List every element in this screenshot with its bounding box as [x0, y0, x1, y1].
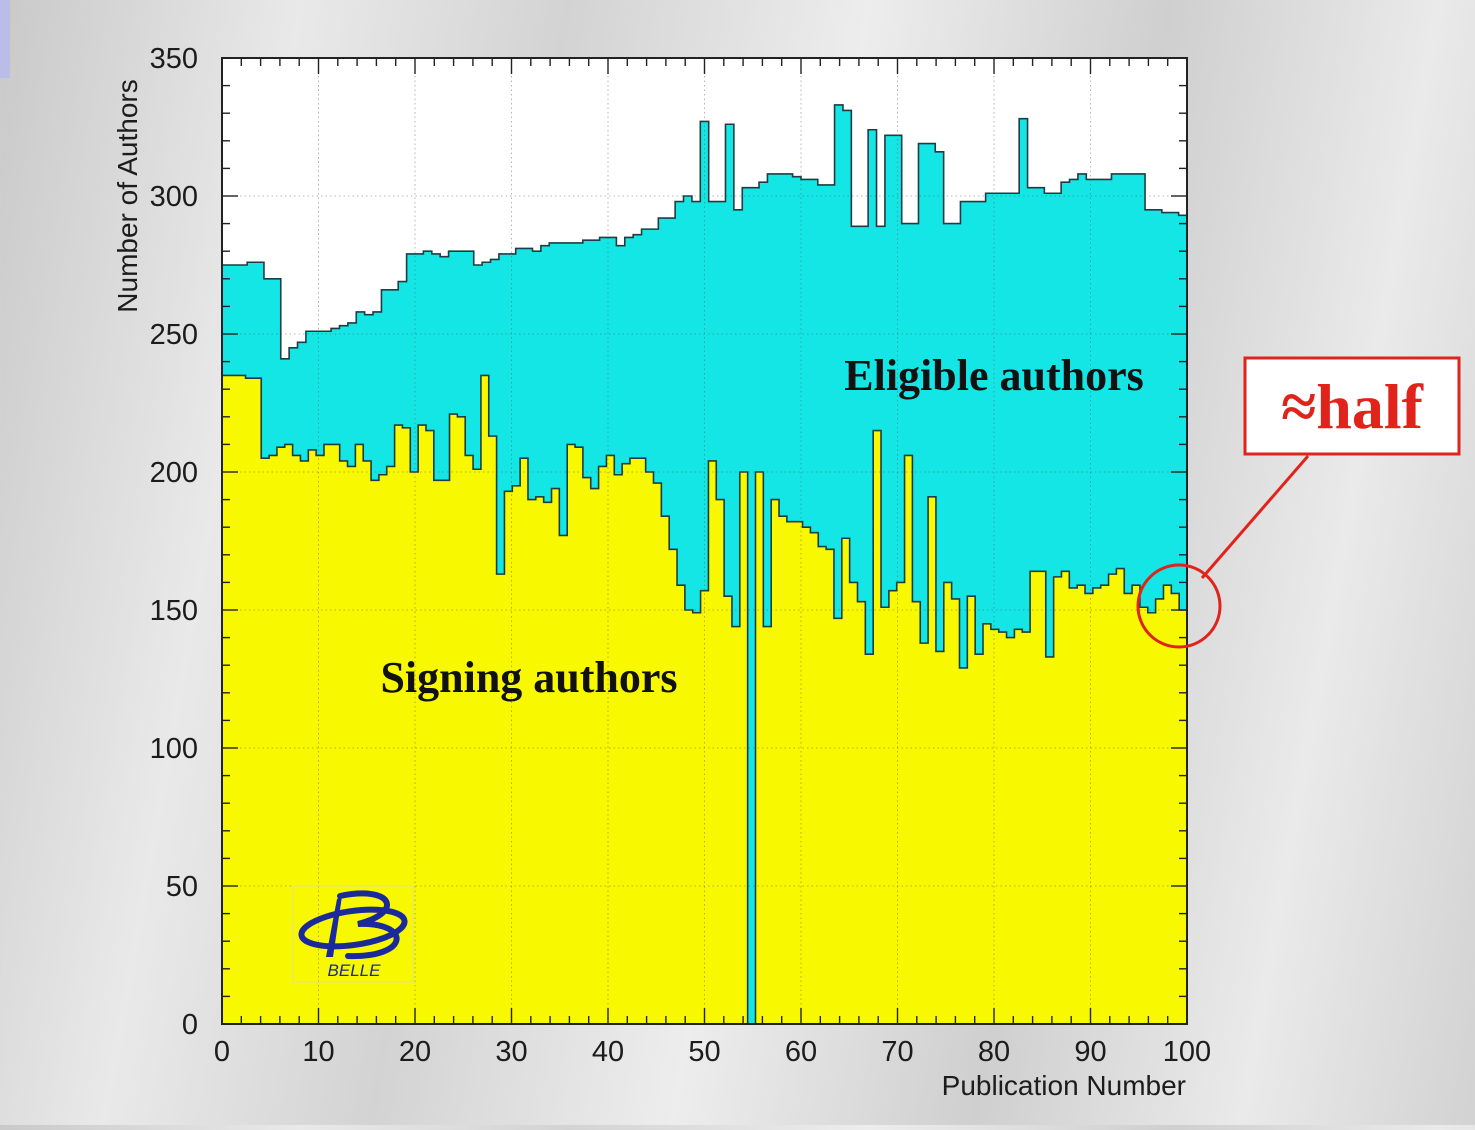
x-tick-label: 100: [1163, 1036, 1211, 1068]
grid-lines: [222, 58, 1187, 1024]
y-tick-label: 150: [150, 595, 198, 627]
callout-text: ≈half: [1281, 371, 1424, 442]
signing-authors-label: Signing authors: [380, 653, 677, 702]
callout-pointer-line: [1200, 455, 1310, 579]
y-tick-label: 350: [150, 43, 198, 75]
signing-authors-series: [221, 374, 1188, 1025]
logo-frame: [292, 885, 414, 983]
y-tick-label: 300: [150, 181, 198, 213]
belle-b-logo-icon: [298, 890, 408, 960]
belle-logo: BELLE: [292, 885, 414, 983]
x-tick-label: 50: [688, 1036, 720, 1068]
y-tick-label: 200: [150, 457, 198, 489]
y-axis-ticks: 0 50 100 150 200 250 300 350: [150, 43, 198, 1041]
corner-accent: [0, 0, 10, 78]
x-tick-label: 60: [785, 1036, 817, 1068]
x-tick-label: 10: [302, 1036, 334, 1068]
y-tick-label: 100: [150, 733, 198, 765]
x-tick-label: 40: [592, 1036, 624, 1068]
x-tick-label: 70: [881, 1036, 913, 1068]
eligible-authors-label: Eligible authors: [844, 351, 1144, 400]
plot-frame: [221, 57, 1188, 1025]
signing-authors-area: [221, 374, 1188, 1025]
logo-text: BELLE: [328, 961, 382, 980]
callout-box: [1243, 356, 1461, 456]
y-tick-label: 250: [150, 319, 198, 351]
x-tick-label: 90: [1074, 1036, 1106, 1068]
x-tick-label: 30: [495, 1036, 527, 1068]
x-tick-label: 0: [214, 1036, 230, 1068]
x-axis-ticks: 0 10 20 30 40 50 60 70 80 90 100: [214, 1036, 1211, 1068]
y-axis-title: Number of Authors: [112, 79, 143, 312]
x-tick-label: 20: [399, 1036, 431, 1068]
y-tick-label: 0: [182, 1009, 198, 1041]
x-axis-title: Publication Number: [942, 1070, 1186, 1101]
half-callout: ≈half: [1136, 356, 1461, 649]
y-tick-label: 50: [166, 871, 198, 903]
callout-highlight-circle: [1136, 563, 1222, 649]
x-tick-label: 80: [978, 1036, 1010, 1068]
